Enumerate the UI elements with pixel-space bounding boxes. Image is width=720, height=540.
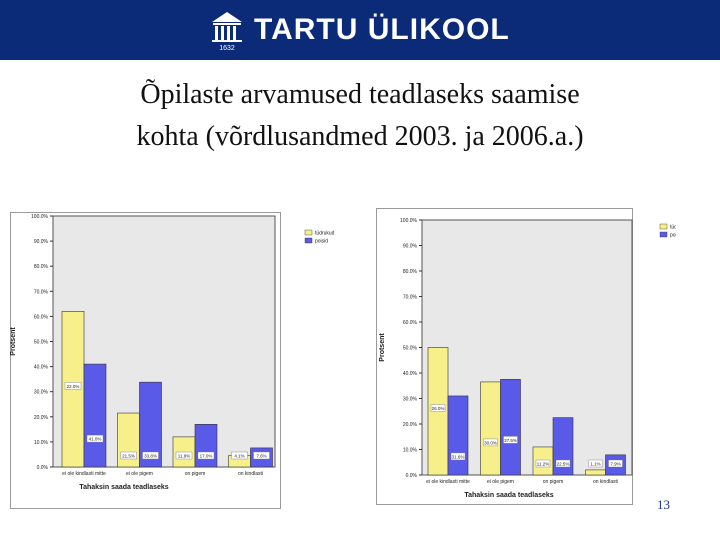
chart-2006-data-label-box [430,404,446,412]
chart-2003-data-label-box [231,451,248,460]
chart-2006-legend-label: tüdruk [670,225,676,231]
chart-2006-x-tick-label: ei ole kindlasti mitte [426,479,470,485]
chart-2003-y-tick-label: 90.0% [34,239,49,245]
chart-2006-bar [480,381,501,476]
chart-2006-data-label: 26.0% [432,406,445,411]
chart-2006: 0.0% 10.0% 20.0% 30.0% 40.0% 50.0% 60.0% 70.0% 8… [376,208,676,505]
chart-2006-x-axis-label: Tahaksin saada teadlaseks [464,492,553,499]
chart-2006-x-tick-label: ei ole pigem [487,479,514,485]
chart-2003-data-label-box [120,451,137,460]
chart-2003: 0.0% 10.0% 20.0% 30.0% 40.0% 50.0% 60.0% 70.0% 8… [10,212,335,509]
chart-2006-data-label: 1.1% [590,462,600,467]
chart-2003-data-label-box [86,434,104,443]
chart-2003-data-label: 21.5% [122,454,135,459]
chart-2006-y-tick-label: 20.0% [403,422,418,428]
chart-2003-data-label: 41.0% [89,437,102,442]
chart-2006-data-label: 37.5% [504,438,517,443]
chart-2003-bar [83,363,107,468]
university-logo: 1632 TARTU ÜLIKOOL [210,6,510,54]
chart-2003-legend-label: poisid [315,239,328,245]
chart-2006-data-label: 7.9% [610,462,620,467]
chart-2006-y-tick-label: 50.0% [403,346,418,352]
chart-2003-x-tick-label: on pigem [185,471,206,477]
slide-title-line-2: kohta (võrdlusandmed 2003. ja 2006.a.) [136,121,584,152]
chart-2003-y-tick-label: 40.0% [34,365,49,371]
chart-2003-data-label-box [253,451,270,460]
chart-2006-y-tick-label: 10.0% [403,448,418,454]
chart-2006-bar [500,379,521,476]
chart-2006-y-tick-label: 70.0% [403,295,418,301]
chart-2006-y-tick-label: 90.0% [403,244,418,250]
chart-2003-y-tick-label: 10.0% [34,440,49,446]
chart-2003-y-tick-label: 20.0% [34,415,49,421]
chart-2006-data-label-box [588,459,603,468]
chart-2003-data-label: 22.0% [67,384,80,389]
chart-2006-legend-swatch [659,231,668,238]
chart-2003-bar [194,424,218,468]
chart-2003-x-tick-label: ei ole pigem [126,471,153,477]
chart-2003-data-label-box [197,451,215,460]
chart-2003-x-tick-label: on kindlasti [238,471,263,477]
chart-2003-x-axis-label: Tahaksin saada teadlaseks [79,484,168,491]
chart-2003-legend-label: tüdrukud [315,231,335,237]
chart-2003-y-axis-label: Protsent [10,327,17,356]
chart-2003-data-label: 4.1% [234,454,244,459]
chart-2006-data-label: 11.2% [537,462,549,467]
chart-2003-x-tick-label: ei ole kindlasti mitte [62,471,106,477]
chart-2006-y-tick-label: 60.0% [403,320,418,326]
chart-2006-data-label-box [503,436,518,444]
chart-2006-data-label-box [450,452,466,461]
university-building-icon: 1632 [210,8,244,52]
chart-2003-y-tick-label: 50.0% [34,340,49,346]
chart-2003-y-tick-label: 100.0% [31,214,49,220]
chart-2006-y-tick-label: 30.0% [403,397,418,403]
chart-2006-data-label: 30.0% [484,440,497,445]
chart-2003-bar [139,381,162,468]
chart-2006-data-label: 22.5% [557,462,570,467]
chart-2003-data-label: 7.6% [256,454,266,459]
chart-2003-data-label: 33.8% [144,454,157,459]
chart-2003-data-label: 11.9% [178,454,190,459]
chart-2006-x-tick-label: on pigem [543,479,564,485]
chart-2003-data-label-box [64,382,82,390]
chart-2003-y-tick-label: 0.0% [37,465,49,471]
chart-2006-legend-swatch [659,223,668,230]
chart-2006-bar [447,395,469,476]
chart-2003-data-label-box [142,451,159,460]
logo-text: TARTU ÜLIKOOL [254,13,510,46]
chart-2003-legend-swatch [304,229,313,236]
chart-2003-y-tick-label: 80.0% [34,264,49,270]
chart-2006-y-tick-label: 40.0% [403,371,418,377]
chart-2006-y-tick-label: 100.0% [400,218,418,224]
chart-2003-legend-swatch [304,237,313,244]
chart-2006-data-label-box [608,459,623,468]
chart-2006-y-axis-label: Protsent [379,333,386,362]
chart-2003-y-tick-label: 70.0% [34,289,49,295]
chart-2006-data-label-box [555,459,571,468]
chart-2003-y-tick-label: 60.0% [34,314,49,320]
chart-2003-y-tick-label: 30.0% [34,390,49,396]
slide-title: Õpilaste arvamused teadlaseks saamise ko… [40,74,680,158]
chart-2006-y-tick-label: 80.0% [403,269,418,275]
chart-2006-bar [585,469,606,476]
chart-2006-y-tick-label: 0.0% [406,473,418,479]
slide-title-line-1: Õpilaste arvamused teadlaseks saamise [140,79,580,110]
chart-2003-data-label-box [175,451,193,460]
chart-2003-data-label: 17.0% [200,454,213,459]
page-number: 13 [657,497,670,512]
chart-2006-data-label: 31.6% [452,454,465,459]
logo-year: 1632 [219,45,235,52]
chart-2006-data-label-box [483,438,498,447]
header-band [0,0,720,60]
chart-2006-x-tick-label: on kindlasti [593,479,618,485]
chart-2006-legend-label: poiss [670,233,676,239]
chart-2006-data-label-box [535,459,551,468]
